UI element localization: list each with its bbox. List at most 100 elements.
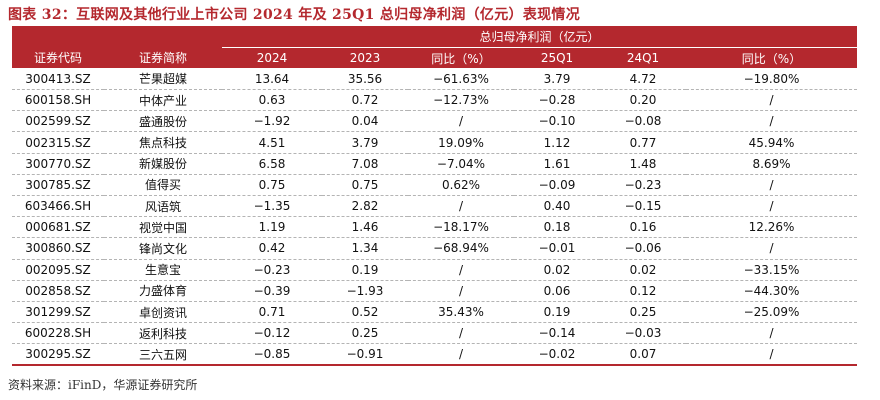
cell-2024: 6.58 [258,156,286,171]
table-row: 002599.SZ 盛通股份 −1.92 0.04 / −0.10 −0.08 / [12,111,858,132]
cell-2024: −0.12 [253,326,291,341]
cell-2023: 0.25 [351,326,379,341]
cell-2023: 0.72 [351,93,379,108]
cell-yoy-annual: 19.09% [438,135,484,150]
cell-25q1: 0.40 [543,199,571,214]
cell-yoy-quarter: −33.15% [743,262,800,277]
cell-name: 生意宝 [144,263,181,278]
cell-2024: 0.63 [258,93,286,108]
cell-yoy-quarter: 45.94% [748,135,795,150]
cell-24q1: 0.25 [629,305,657,320]
table-row: 300860.SZ 锋尚文化 0.42 1.34 −68.94% −0.01 −0.06 / [12,238,858,260]
cell-name: 卓创资讯 [138,305,187,320]
cell-name: 三六五网 [138,347,187,362]
cell-25q1: 1.12 [543,135,571,150]
cell-24q1: −0.06 [624,241,662,256]
cell-code: 000681.SZ [25,220,91,235]
cell-name: 焦点科技 [138,136,187,151]
cell-yoy-annual: / [458,114,464,129]
cell-code: 300413.SZ [25,71,91,86]
cell-24q1: 0.12 [629,283,657,298]
table-row: 300295.SZ 三六五网 −0.85 −0.91 / −0.02 0.07 / [12,344,858,365]
cell-code: 002599.SZ [25,114,91,129]
cell-yoy-quarter: 12.26% [748,220,795,235]
cell-25q1: 3.79 [543,71,571,86]
cell-24q1: −0.03 [624,326,662,341]
cell-25q1: 0.02 [543,262,571,277]
cell-code: 600228.SH [24,326,92,341]
cell-yoy-quarter: / [769,93,774,108]
table-row: 600228.SH 返利科技 −0.12 0.25 / −0.14 −0.03 / [12,323,858,344]
cell-yoy-annual: / [458,283,464,298]
table-row: 600158.SH 中体产业 0.63 0.72 −12.73% −0.28 0.20 / [12,90,858,111]
table-row: 300770.SZ 新媒股份 6.58 7.08 −7.04% 1.61 1.48 8.69% [12,153,858,175]
cell-24q1: 0.07 [629,347,657,362]
cell-yoy-quarter: / [769,326,774,341]
cell-yoy-quarter: −19.80% [743,71,800,86]
column-header-row: 证券代码 证券简称 2024 2023 同比（%） 25Q1 24Q1 同比（%） [12,47,858,69]
cell-yoy-quarter: −44.30% [743,283,800,298]
figure-title: 图表 32：互联网及其他行业上市公司 2024 年及 25Q1 总归母净利润（亿… [8,7,581,23]
cell-code: 002315.SZ [25,135,91,150]
cell-25q1: −0.10 [538,114,576,129]
cell-yoy-annual: −61.63% [433,71,489,86]
cell-name: 锋尚文化 [138,241,187,256]
cell-2023: 0.75 [351,177,379,192]
cell-yoy-annual: 0.62% [441,177,481,192]
cell-yoy-annual: / [458,326,464,341]
table-row: 002315.SZ 焦点科技 4.51 3.79 19.09% 1.12 0.77 45.94… [12,132,858,154]
cell-name: 芒果超媒 [138,72,187,87]
cell-2024: −0.85 [253,347,291,362]
table-row: 000681.SZ 视觉中国 1.19 1.46 −18.17% 0.18 0.16 12.2… [12,217,858,238]
table-row: 002095.SZ 生意宝 −0.23 0.19 / 0.02 0.02 −33.15% [12,259,858,281]
cell-2024: −0.39 [253,283,291,298]
cell-2024: −1.35 [253,199,291,214]
cell-yoy-quarter: 8.69% [752,156,791,171]
cell-24q1: 0.16 [629,220,657,235]
header-group-row: 总归母净利润（亿元） [12,26,858,48]
cell-2023: 1.34 [351,241,379,256]
cell-code: 603466.SH [24,199,92,214]
cell-name: 中体产业 [138,93,187,108]
cell-24q1: 0.20 [629,93,657,108]
table-row: 603466.SH 风语筑 −1.35 2.82 / 0.40 −0.15 / [12,196,858,217]
cell-yoy-annual: / [458,347,464,362]
col-header-24q1: 24Q1 [600,47,686,69]
cell-code: 300860.SZ [25,241,91,256]
cell-name: 力盛体育 [138,284,187,299]
cell-2024: 1.19 [258,220,286,235]
cell-code: 300770.SZ [25,156,91,171]
cell-2023: 2.82 [351,199,379,214]
cell-yoy-annual: −68.94% [433,241,489,256]
group-header-net-profit: 总归母净利润（亿元） [222,26,858,48]
cell-yoy-annual: / [458,199,464,214]
cell-24q1: 1.48 [629,156,657,171]
cell-25q1: 1.61 [543,156,571,171]
cell-24q1: 0.77 [629,135,657,150]
cell-2023: −1.93 [346,283,384,298]
cell-2024: −0.23 [253,262,291,277]
table-row: 300785.SZ 值得买 0.75 0.75 0.62% −0.09 −0.23 / [12,174,858,196]
source-note: 资料来源：iFinD，华源证券研究所 [8,378,198,392]
col-header-name: 证券简称 [104,47,222,69]
col-header-2024: 2024 [222,47,322,69]
table-row: 301299.SZ 卓创资讯 0.71 0.52 35.43% 0.19 0.25 −25.0… [12,301,858,323]
cell-name: 新媒股份 [138,157,187,172]
cell-25q1: −0.01 [538,241,576,256]
col-header-2023: 2023 [322,47,408,69]
cell-code: 300295.SZ [25,347,91,362]
cell-2024: 0.42 [258,241,286,256]
cell-25q1: 0.06 [543,283,571,298]
cell-24q1: 4.72 [629,71,657,86]
cell-yoy-quarter: −25.09% [743,305,800,320]
cell-yoy-annual: −12.73% [433,93,489,108]
cell-yoy-quarter: / [769,177,774,192]
cell-24q1: 0.02 [629,262,657,277]
cell-2023: 0.19 [351,262,379,277]
cell-25q1: −0.14 [538,326,576,341]
cell-2023: 3.79 [351,135,379,150]
cell-yoy-quarter: / [769,347,774,362]
cell-code: 002095.SZ [25,262,91,277]
cell-2023: 0.52 [351,305,379,320]
cell-name: 返利科技 [138,326,187,341]
